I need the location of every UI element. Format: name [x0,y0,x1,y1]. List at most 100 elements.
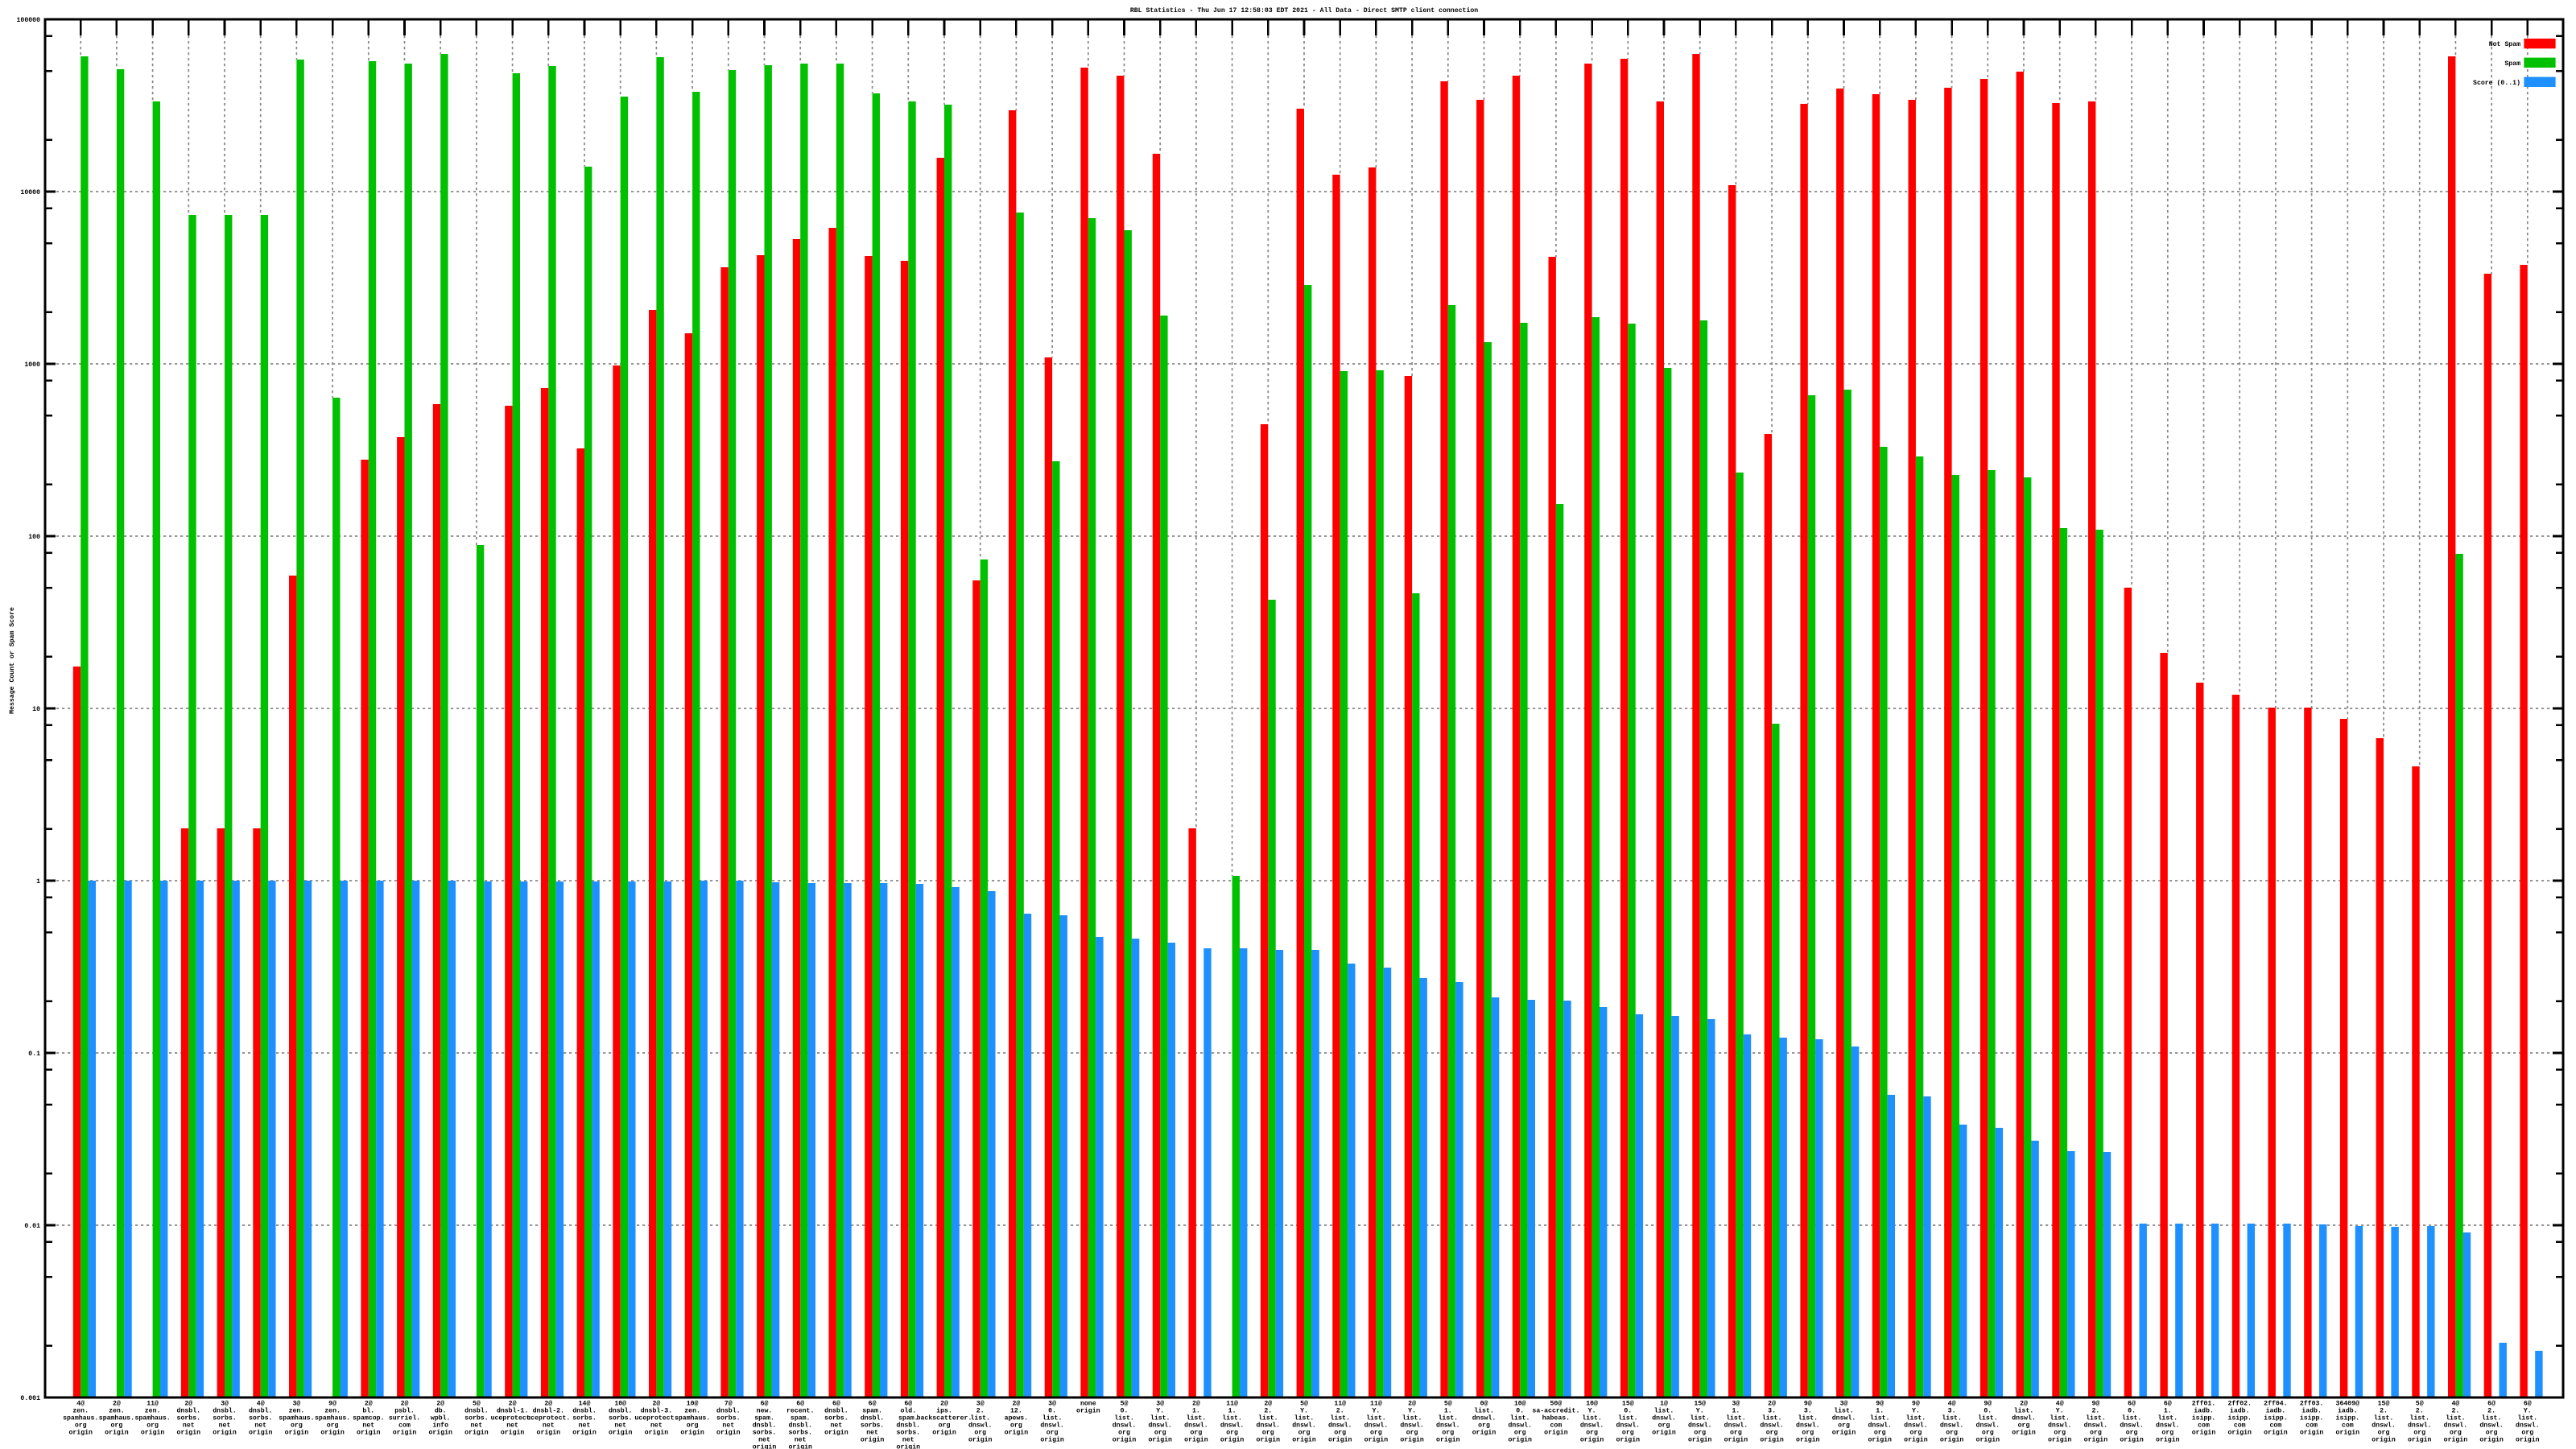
svg-text:org: org [1046,1430,1059,1437]
svg-text:5@: 5@ [2416,1400,2424,1408]
svg-text:origin: origin [2264,1429,2288,1437]
svg-text:dnsbl-1.: dnsbl-1. [497,1407,528,1415]
svg-text:list.: list. [2050,1414,2070,1422]
svg-text:origin: origin [2192,1429,2216,1437]
svg-text:net: net [471,1422,483,1430]
svg-text:origin: origin [464,1429,489,1437]
svg-text:origin: origin [1076,1407,1100,1415]
svg-text:list.: list. [1870,1414,1890,1422]
svg-text:list.: list. [2409,1414,2429,1422]
svg-text:list.: list. [1150,1414,1170,1422]
svg-text:org: org [1622,1430,1634,1437]
svg-text:origin: origin [2336,1429,2360,1437]
svg-text:org: org [1694,1430,1706,1437]
svg-text:org: org [2486,1430,2498,1437]
svg-text:3@: 3@ [221,1400,229,1408]
svg-text:origin: origin [1652,1429,1676,1437]
svg-text:spamhaus.: spamhaus. [675,1414,710,1422]
svg-text:1.: 1. [1192,1408,1200,1415]
svg-text:origin: origin [357,1429,381,1437]
svg-text:2.: 2. [1336,1408,1344,1415]
svg-text:org: org [1514,1430,1526,1437]
svg-text:origin: origin [1364,1436,1389,1444]
svg-text:dnswl.: dnswl. [1616,1422,1640,1430]
svg-text:100: 100 [28,534,40,541]
svg-text:org: org [687,1422,699,1430]
svg-text:0.: 0. [1984,1408,1992,1415]
svg-text:org: org [1838,1422,1850,1430]
svg-text:com: com [398,1422,411,1430]
svg-text:list.: list. [1618,1414,1638,1422]
svg-text:2@: 2@ [1192,1400,1200,1408]
svg-text:2.: 2. [2451,1408,2459,1415]
svg-text:dnsbl.: dnsbl. [177,1407,200,1415]
svg-text:origin: origin [2227,1429,2252,1437]
svg-text:origin: origin [141,1429,165,1437]
svg-text:spam.: spam. [862,1408,882,1415]
svg-text:uceprotect.: uceprotect. [491,1415,535,1422]
svg-text:list.: list. [2158,1414,2178,1422]
svg-text:ips.: ips. [936,1407,952,1415]
svg-text:dnswl.: dnswl. [1940,1422,1963,1430]
svg-text:backscatterer.: backscatterer. [917,1414,972,1422]
svg-text:origin: origin [1580,1436,1604,1444]
svg-text:4@: 4@ [2451,1400,2459,1408]
svg-text:dnswl.: dnswl. [968,1422,992,1430]
svg-text:6@: 6@ [761,1400,769,1408]
svg-text:org: org [1658,1422,1670,1430]
svg-text:org: org [1262,1430,1274,1437]
svg-text:zen.: zen. [684,1408,700,1415]
svg-text:Not Spam: Not Spam [2489,41,2520,48]
svg-text:dnswl.: dnswl. [1652,1414,1675,1422]
svg-text:iadb.: iadb. [2230,1407,2250,1415]
svg-text:Spam: Spam [2504,60,2520,68]
svg-text:dnswl.: dnswl. [1220,1422,1244,1430]
svg-text:bl.: bl. [362,1407,374,1415]
svg-text:6@: 6@ [2164,1400,2172,1408]
svg-text:origin: origin [501,1429,525,1437]
svg-text:12.: 12. [1010,1408,1022,1415]
svg-text:list.: list. [2014,1407,2034,1415]
svg-text:net: net [650,1422,663,1430]
svg-text:4@: 4@ [257,1400,265,1408]
svg-text:5@: 5@ [1300,1400,1308,1408]
svg-text:Y.: Y. [2056,1408,2064,1415]
svg-text:sorbs.: sorbs. [249,1414,272,1422]
svg-text:org: org [1226,1430,1238,1437]
svg-text:org: org [1766,1430,1778,1437]
svg-text:list.: list. [970,1414,990,1422]
svg-text:list.: list. [1690,1414,1710,1422]
svg-text:origin: origin [645,1429,669,1437]
svg-text:0.01: 0.01 [24,1223,40,1230]
svg-text:isipp.: isipp. [2336,1414,2359,1422]
svg-text:origin: origin [1220,1436,1245,1444]
svg-text:origin: origin [2479,1436,2504,1444]
svg-text:origin: origin [1868,1436,1892,1444]
svg-text:2ff01.: 2ff01. [2192,1400,2215,1408]
svg-text:org: org [2018,1422,2030,1430]
svg-text:list.: list. [1294,1414,1315,1422]
svg-text:Y.: Y. [1408,1408,1416,1415]
svg-text:Y.: Y. [1372,1408,1380,1415]
svg-text:2ff03.: 2ff03. [2300,1400,2323,1408]
svg-text:org: org [111,1422,123,1430]
svg-text:origin: origin [932,1429,956,1437]
svg-text:0.001: 0.001 [20,1395,40,1402]
svg-text:org: org [1730,1430,1742,1437]
svg-text:6@: 6@ [796,1400,804,1408]
svg-text:1.: 1. [1876,1408,1884,1415]
svg-text:origin: origin [1292,1436,1316,1444]
svg-text:psbl.: psbl. [394,1407,415,1415]
svg-text:0.: 0. [1048,1408,1056,1415]
svg-text:org: org [1406,1430,1418,1437]
svg-text:10@: 10@ [1514,1400,1526,1408]
svg-text:2@: 2@ [1768,1400,1776,1408]
svg-text:0@: 0@ [1480,1400,1488,1408]
svg-text:dnsbl.: dnsbl. [824,1407,848,1415]
svg-text:origin: origin [2084,1436,2108,1444]
svg-text:list.: list. [1834,1407,1854,1415]
svg-text:3@: 3@ [976,1400,985,1408]
svg-text:origin: origin [824,1429,848,1437]
svg-text:dnswl.: dnswl. [1508,1422,1531,1430]
svg-text:sorbs.: sorbs. [824,1414,848,1422]
